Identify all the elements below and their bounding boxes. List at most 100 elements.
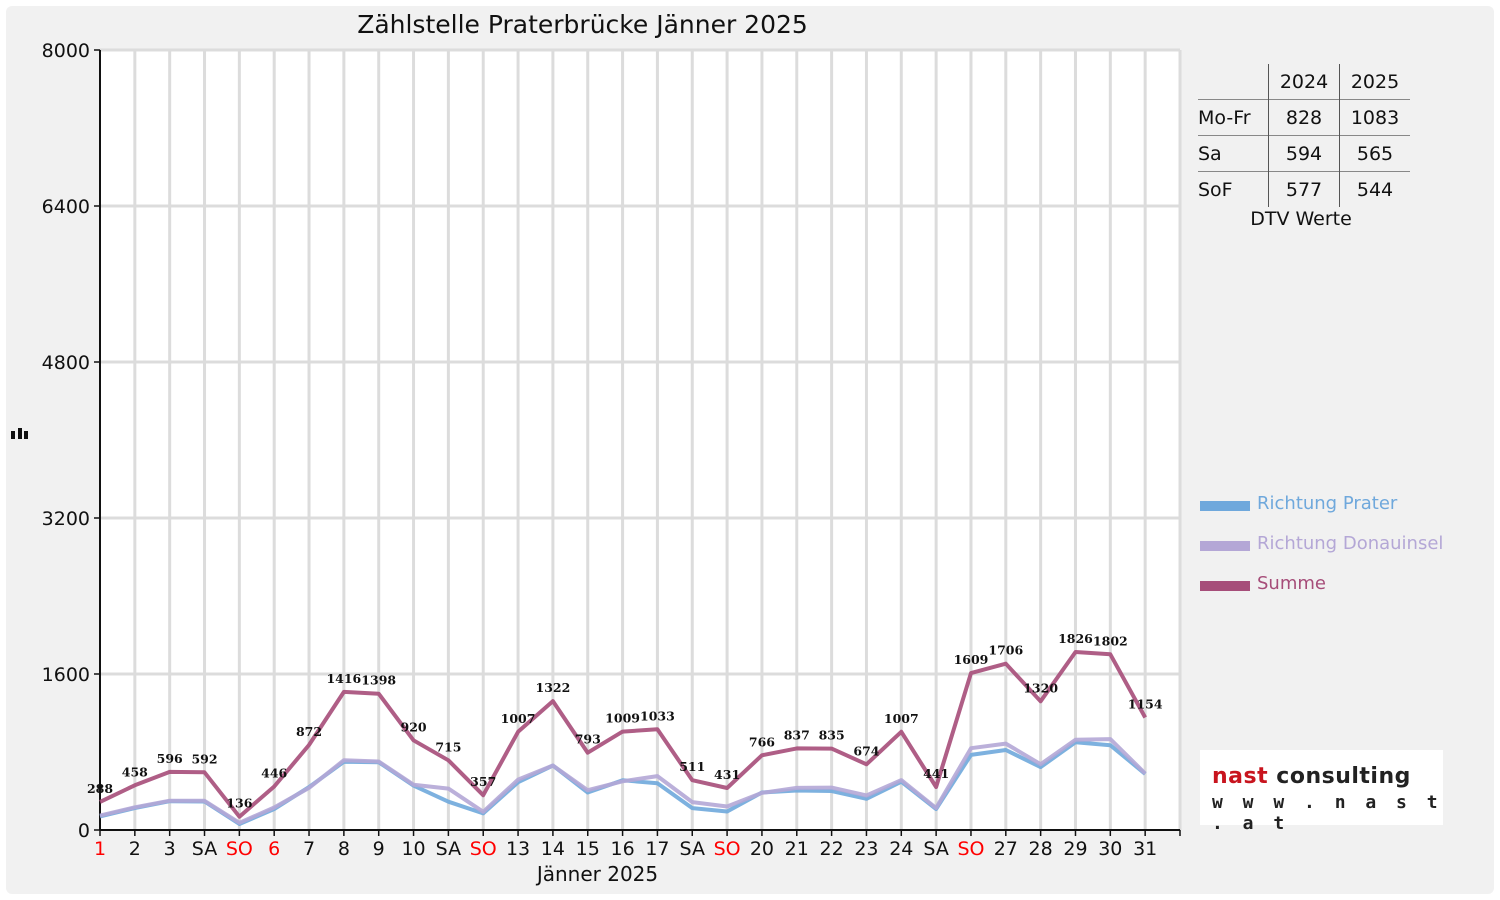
- x-tick-label: 24: [889, 838, 913, 860]
- x-tick-label: 30: [1098, 838, 1122, 860]
- x-tick-label: SA: [923, 838, 948, 860]
- data-label: 511: [679, 759, 705, 774]
- grid-lines: [100, 48, 1182, 830]
- data-label: 674: [853, 743, 879, 758]
- legend-label: Richtung Donauinsel: [1257, 533, 1444, 554]
- x-tick-label: 13: [506, 838, 530, 860]
- data-labels: 288 458 596 592 136 446 872 1416 1398 920 715 357 10…: [87, 631, 1163, 811]
- legend-label: Richtung Prater: [1257, 493, 1398, 514]
- data-label: 835: [819, 728, 845, 743]
- dtv-header-blank: [1198, 64, 1269, 100]
- dtv-row-sa: Sa 594 565: [1198, 135, 1410, 172]
- dtv-row-label: Sa: [1198, 135, 1269, 172]
- x-tick-label: 21: [785, 838, 809, 860]
- x-tick-label: SO: [226, 838, 253, 860]
- data-label: 872: [296, 724, 322, 739]
- data-label: 441: [923, 766, 949, 781]
- y-tick-label: 4800: [42, 352, 90, 374]
- dtv-caption: DTV Werte: [1250, 208, 1352, 230]
- x-tick-label: 22: [820, 838, 844, 860]
- x-tick-label: 28: [1029, 838, 1053, 860]
- data-label: 1802: [1093, 633, 1128, 648]
- logo-url-text: w w w . n a s t . a t: [1212, 792, 1443, 834]
- axes: 0 1600 3200 4800 6400 8000 1 2 3 SA SO 6 7 8 9 10 SA SO 13…: [42, 40, 1181, 860]
- dtv-value-2025: 1083: [1339, 99, 1410, 136]
- x-tick-label: 3: [164, 838, 176, 860]
- x-tick-label: SO: [957, 838, 984, 860]
- x-tick-label: 16: [610, 838, 634, 860]
- legend-swatch: [1200, 501, 1250, 511]
- data-label: 458: [122, 764, 148, 779]
- chart-title: Zählstelle Praterbrücke Jänner 2025: [357, 10, 808, 39]
- data-label: 1416: [326, 671, 361, 686]
- x-tick-label: SA: [436, 838, 461, 860]
- x-tick-label: SA: [680, 838, 705, 860]
- x-tick-label: 2: [129, 838, 141, 860]
- dtv-value-2025: 544: [1339, 171, 1410, 207]
- logo-wordmark: nast consulting: [1212, 764, 1411, 789]
- y-tick-label: 1600: [42, 664, 90, 686]
- x-tick-label: 8: [338, 838, 350, 860]
- data-label: 596: [157, 751, 183, 766]
- x-tick-label: 29: [1063, 838, 1087, 860]
- dtv-row-label: SoF: [1198, 171, 1269, 207]
- x-tick-label: 7: [303, 838, 315, 860]
- data-label: 920: [401, 719, 427, 734]
- data-label: 446: [261, 766, 287, 781]
- series-line-richtung-donauinsel: [99, 737, 1147, 825]
- x-axis-title: Jänner 2025: [536, 862, 659, 886]
- x-tick-label: SA: [192, 838, 217, 860]
- dtv-header-2024: 2024: [1268, 64, 1340, 100]
- x-tick-label: 15: [576, 838, 600, 860]
- data-label: 592: [191, 751, 217, 766]
- x-tick-label: 10: [401, 838, 425, 860]
- x-tick-label: 27: [994, 838, 1018, 860]
- dtv-header-2025: 2025: [1339, 64, 1410, 100]
- legend-swatch: [1200, 581, 1250, 591]
- x-tick-label: 1: [94, 838, 106, 860]
- dtv-value-2024: 577: [1268, 171, 1340, 207]
- y-tick-label: 3200: [42, 508, 90, 530]
- data-label: 357: [470, 774, 496, 789]
- y-axis-glyph: [6, 428, 30, 442]
- data-label: 1154: [1128, 696, 1163, 711]
- data-label: 1706: [988, 643, 1023, 658]
- data-label: 715: [435, 739, 461, 754]
- data-label: 136: [226, 796, 252, 811]
- y-tick-label: 0: [78, 820, 90, 842]
- plot-area: [100, 50, 1180, 830]
- x-tick-label: SO: [714, 838, 741, 860]
- data-label: 288: [87, 781, 113, 796]
- x-tick-label: 9: [373, 838, 385, 860]
- x-tick-label: SO: [470, 838, 497, 860]
- dtv-value-2024: 594: [1268, 135, 1340, 172]
- x-tick-label: 6: [268, 838, 280, 860]
- dtv-row-label: Mo-Fr: [1198, 99, 1269, 136]
- x-tick-label: 31: [1133, 838, 1157, 860]
- data-label: 1033: [640, 708, 675, 723]
- dtv-row-mofr: Mo-Fr 828 1083: [1198, 99, 1410, 136]
- logo-word-nast: nast: [1212, 764, 1269, 789]
- logo-word-consulting: consulting: [1276, 764, 1411, 789]
- data-label: 1322: [536, 680, 571, 695]
- data-label: 793: [575, 732, 601, 747]
- data-label: 1009: [605, 711, 640, 726]
- logo-url: w w w . n a s t . a t: [1212, 792, 1443, 834]
- y-tick-label: 6400: [42, 196, 90, 218]
- nast-consulting-logo[interactable]: nast consulting w w w . n a s t . a t: [1200, 750, 1443, 834]
- data-label: 1007: [501, 711, 536, 726]
- data-label: 1007: [884, 711, 919, 726]
- legend-label: Summe: [1257, 573, 1326, 594]
- x-tick-label: 20: [750, 838, 774, 860]
- legend-swatch: [1200, 541, 1250, 551]
- series-lines: [99, 650, 1147, 826]
- data-label: 1609: [954, 652, 989, 667]
- dtv-value-2025: 565: [1339, 135, 1410, 172]
- y-tick-label: 8000: [42, 40, 90, 62]
- data-label: 837: [784, 727, 810, 742]
- data-label: 1398: [361, 673, 396, 688]
- x-tick-label: 17: [645, 838, 669, 860]
- series-line-summe: [99, 650, 1147, 819]
- data-label: 766: [749, 734, 775, 749]
